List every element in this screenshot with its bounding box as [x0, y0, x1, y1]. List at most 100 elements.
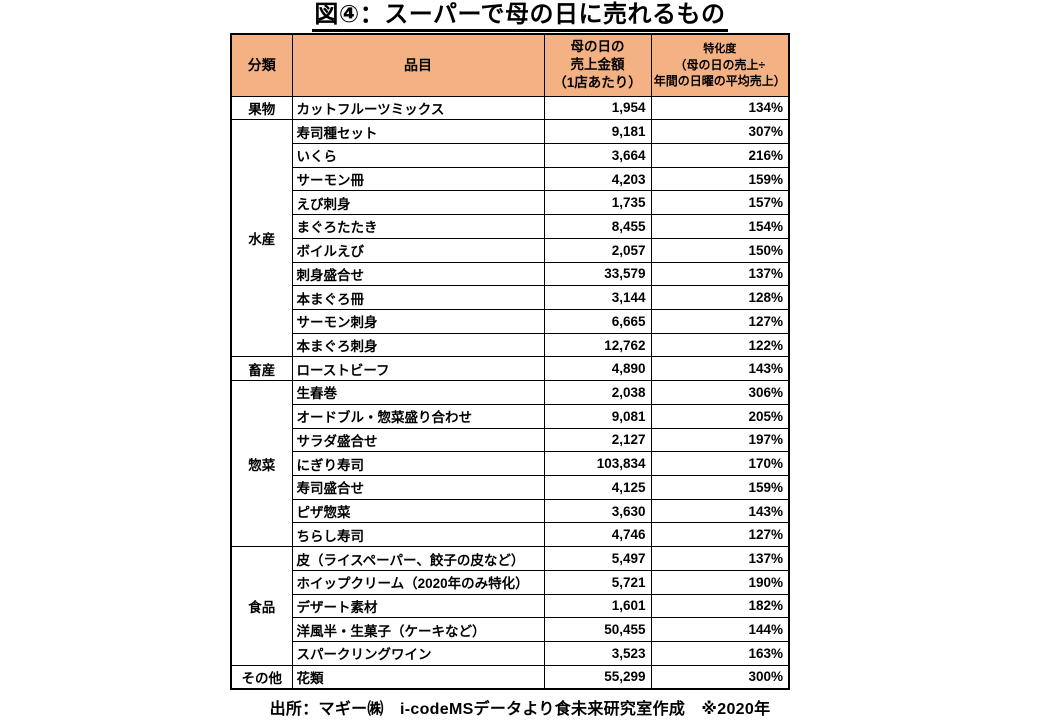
ratio-cell: 216%	[650, 142, 790, 168]
item-cell: 刺身盛合せ	[291, 261, 545, 287]
header-sales-line: 母の日の	[570, 39, 625, 55]
mothers-day-sales-table: 分類 品目 母の日の 売上金額 （1店あたり） 特化度 （母の日の売上÷ 年間の…	[230, 33, 790, 690]
ratio-cell: 159%	[650, 475, 790, 500]
ratio-cell: 197%	[650, 427, 790, 453]
ratio-cell: 154%	[650, 214, 790, 239]
table-row: 惣菜 生春巻 2,038 306%	[230, 380, 790, 548]
item-cell: ホイップクリーム（2020年のみ特化）	[291, 569, 545, 595]
sales-cell: 3,630	[543, 498, 652, 524]
table-row: オードブル・惣菜盛り合わせ 9,081 205%	[231, 403, 790, 429]
item-cell: まぐろたたき	[291, 214, 545, 239]
table-row: えび刺身 1,735 157%	[231, 190, 790, 216]
ratio-cell: 205%	[650, 403, 790, 429]
ratio-cell: 137%	[650, 261, 790, 287]
sales-cell: 4,203	[543, 166, 652, 192]
table-row: ホイップクリーム（2020年のみ特化） 5,721 190%	[231, 569, 790, 595]
sales-cell: 12,762	[543, 332, 652, 358]
ratio-cell: 157%	[650, 190, 790, 216]
sales-cell: 4,890	[543, 356, 652, 382]
table-row: 刺身盛合せ 33,579 137%	[231, 261, 790, 287]
header-ratio-line: （母の日の売上÷	[674, 58, 766, 73]
ratio-cell: 143%	[650, 356, 790, 382]
item-cell: 本まぐろ刺身	[291, 332, 545, 358]
header-item: 品目	[291, 33, 545, 97]
table-row: 水産 寿司種セット 9,181 307%	[230, 119, 790, 358]
ratio-cell: 143%	[650, 498, 790, 524]
header-sales-line: 売上金額	[570, 57, 625, 73]
item-cell: サーモン刺身	[291, 308, 545, 334]
table-row: まぐろたたき 8,455 154%	[231, 214, 790, 239]
sales-cell: 33,579	[543, 261, 652, 287]
sales-cell: 6,665	[543, 308, 652, 334]
source-note: 出所：マギー㈱ i-codeMSデータより食未来研究室作成 ※2020年	[269, 701, 771, 718]
title-container: 図④：スーパーで母の日に売れるもの	[0, 1, 1040, 32]
item-cell: 花類	[291, 664, 545, 690]
item-cell: ちらし寿司	[291, 522, 545, 548]
table-row: スパークリングワイン 3,523 163%	[231, 641, 790, 666]
sales-cell: 3,144	[543, 285, 652, 310]
sales-cell: 2,038	[543, 380, 652, 405]
ratio-cell: 306%	[650, 380, 790, 405]
table-row: その他 花類 55,299 300%	[230, 664, 790, 690]
item-cell: にぎり寿司	[291, 451, 545, 476]
sales-cell: 2,057	[543, 237, 652, 263]
ratio-cell: 122%	[650, 332, 790, 358]
sales-cell: 4,746	[543, 522, 652, 548]
item-cell: いくら	[291, 142, 545, 168]
item-cell: スパークリングワイン	[291, 641, 545, 666]
item-cell: 寿司種セット	[291, 119, 545, 144]
item-cell: 皮（ライスペーパー、餃子の皮など）	[291, 546, 545, 571]
table-row: 寿司盛合せ 4,125 159%	[231, 475, 790, 500]
table-row: 本まぐろ冊 3,144 128%	[231, 285, 790, 310]
header-sales-line: （1店あたり）	[553, 75, 642, 91]
table-row: ボイルえび 2,057 150%	[231, 237, 790, 263]
sales-cell: 55,299	[543, 664, 652, 690]
item-cell: サーモン冊	[291, 166, 545, 192]
ratio-cell: 150%	[650, 237, 790, 263]
table-row: 食品 皮（ライスペーパー、餃子の皮など） 5,497 137%	[230, 546, 790, 666]
sales-cell: 1,954	[543, 95, 652, 121]
sales-cell: 5,497	[543, 546, 652, 571]
item-cell: ローストビーフ	[291, 356, 545, 382]
category-cell: 果物	[230, 95, 293, 121]
item-cell: サラダ盛合せ	[291, 427, 545, 453]
category-cell: 食品	[230, 546, 293, 666]
sales-cell: 1,735	[543, 190, 652, 216]
item-cell: デザート素材	[291, 593, 545, 619]
table-row: サーモン冊 4,203 159%	[231, 166, 790, 192]
table-row: ピザ惣菜 3,630 143%	[231, 498, 790, 524]
header-ratio: 特化度 （母の日の売上÷ 年間の日曜の平均売上）	[650, 33, 790, 97]
sales-cell: 9,181	[543, 119, 652, 144]
ratio-cell: 127%	[650, 308, 790, 334]
sales-cell: 2,127	[543, 427, 652, 453]
table-row: 本まぐろ刺身 12,762 122%	[231, 332, 790, 358]
sales-cell: 103,834	[543, 451, 652, 476]
ratio-cell: 163%	[650, 641, 790, 666]
item-cell: えび刺身	[291, 190, 545, 216]
ratio-cell: 137%	[650, 546, 790, 571]
item-cell: オードブル・惣菜盛り合わせ	[291, 403, 545, 429]
ratio-cell: 128%	[650, 285, 790, 310]
sales-cell: 8,455	[543, 214, 652, 239]
sales-cell: 4,125	[543, 475, 652, 500]
table-row: ちらし寿司 4,746 127%	[231, 522, 790, 548]
table-row: 畜産 ローストビーフ 4,890 143%	[230, 356, 790, 382]
item-cell: ピザ惣菜	[291, 498, 545, 524]
ratio-cell: 300%	[650, 664, 790, 690]
item-cell: 本まぐろ冊	[291, 285, 545, 310]
sales-cell: 50,455	[543, 617, 652, 643]
header-row: 分類 品目 母の日の 売上金額 （1店あたり） 特化度 （母の日の売上÷ 年間の…	[230, 33, 790, 97]
item-cell: 寿司盛合せ	[291, 475, 545, 500]
ratio-cell: 127%	[650, 522, 790, 548]
ratio-cell: 144%	[650, 617, 790, 643]
ratio-cell: 134%	[650, 95, 790, 121]
category-cell: その他	[230, 664, 293, 690]
category-cell: 畜産	[230, 356, 293, 382]
header-sales: 母の日の 売上金額 （1店あたり）	[543, 33, 652, 97]
ratio-cell: 190%	[650, 569, 790, 595]
ratio-cell: 182%	[650, 593, 790, 619]
page-title: 図④：スーパーで母の日に売れるもの	[312, 1, 728, 32]
item-cell: ボイルえび	[291, 237, 545, 263]
header-ratio-line: 年間の日曜の平均売上）	[653, 74, 786, 89]
